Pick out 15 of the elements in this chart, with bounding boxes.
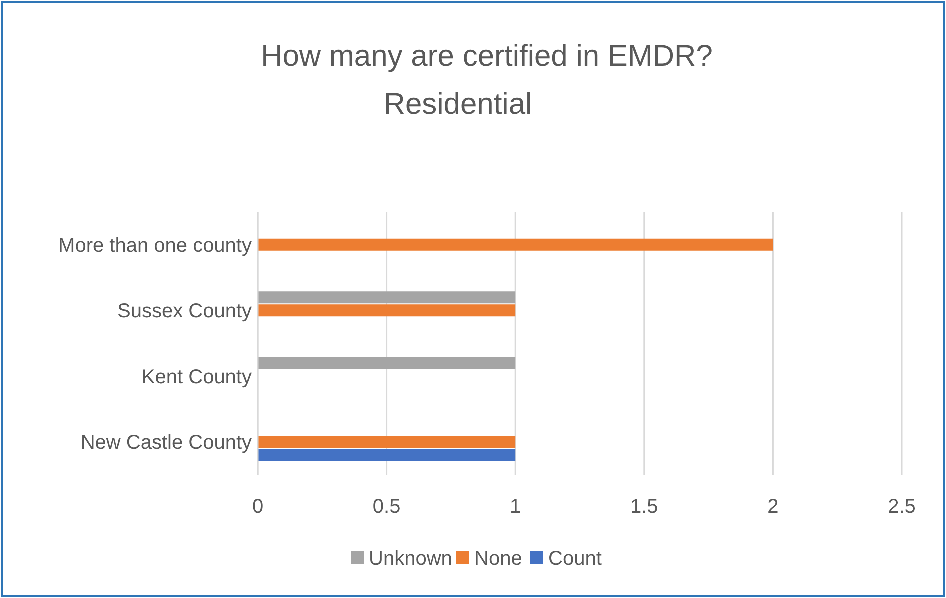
y-tick-label: Sussex County	[117, 300, 252, 323]
x-tick-label: 1.5	[630, 496, 658, 518]
x-tick-label: 2.5	[888, 496, 916, 518]
x-tick-label: 0.5	[372, 496, 401, 518]
legend-label: None	[474, 548, 522, 570]
y-tick-label: New Castle County	[80, 432, 252, 454]
legend-label: Count	[548, 548, 602, 570]
legend-label: Unknown	[369, 548, 452, 570]
x-tick-label: 2	[768, 496, 779, 518]
y-tick-label: More than one county	[58, 234, 252, 257]
chart-subtitle: Residential	[384, 88, 532, 121]
y-tick-label: Kent County	[142, 366, 252, 388]
x-tick-label: 1	[510, 496, 522, 518]
x-tick-label: 0	[252, 496, 264, 518]
chart-title: How many are certified in EMDR?	[261, 40, 713, 73]
